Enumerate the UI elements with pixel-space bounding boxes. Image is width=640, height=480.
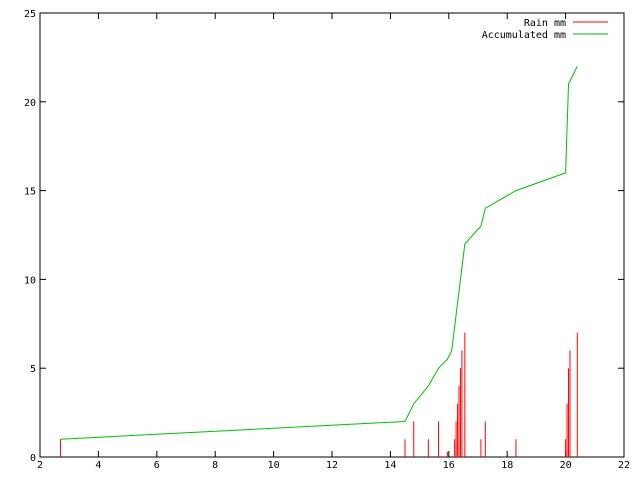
x-axis: 2 4 6 8 10 12 14 16 18 20 22 (37, 13, 630, 471)
x-tick-label: 2 (37, 460, 43, 471)
x-tick-label: 18 (501, 460, 513, 471)
x-tick-label: 22 (618, 460, 630, 471)
x-tick-label: 16 (443, 460, 455, 471)
x-tick-label: 6 (154, 460, 160, 471)
y-tick-label: 25 (24, 9, 36, 20)
x-tick-label: 14 (384, 460, 396, 471)
y-tick-label: 15 (24, 187, 36, 198)
x-tick-label: 12 (326, 460, 338, 471)
legend-label: Rain mm (524, 18, 566, 29)
accumulated-series-line (60, 66, 578, 440)
x-tick-label: 4 (95, 460, 101, 471)
rain-series (59, 332, 578, 457)
legend-label: Accumulated mm (482, 30, 566, 41)
y-tick-label: 20 (24, 98, 36, 109)
x-tick-label: 20 (560, 460, 572, 471)
y-tick-label: 0 (30, 453, 36, 464)
x-tick-label: 8 (212, 460, 218, 471)
y-axis: 0 5 10 15 20 25 (24, 9, 624, 464)
y-tick-label: 5 (30, 364, 36, 375)
y-tick-label: 10 (24, 275, 36, 286)
x-tick-label: 10 (268, 460, 280, 471)
plot-frame (39, 12, 625, 458)
